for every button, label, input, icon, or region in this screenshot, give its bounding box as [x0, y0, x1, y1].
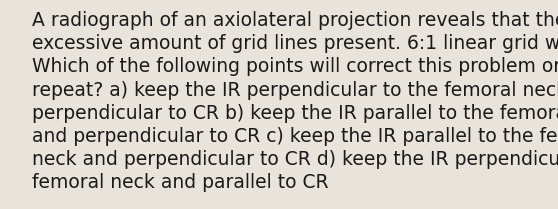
Text: repeat? a) keep the IR perpendicular to the femoral neck and: repeat? a) keep the IR perpendicular to … — [32, 81, 558, 100]
Text: excessive amount of grid lines present. 6:1 linear grid was used.: excessive amount of grid lines present. … — [32, 34, 558, 53]
Text: perpendicular to CR b) keep the IR parallel to the femoral neck: perpendicular to CR b) keep the IR paral… — [32, 104, 558, 123]
Text: femoral neck and parallel to CR: femoral neck and parallel to CR — [32, 173, 329, 192]
Text: and perpendicular to CR c) keep the IR parallel to the femoral: and perpendicular to CR c) keep the IR p… — [32, 127, 558, 146]
Text: neck and perpendicular to CR d) keep the IR perpendicular to the: neck and perpendicular to CR d) keep the… — [32, 150, 558, 169]
Text: A radiograph of an axiolateral projection reveals that there is an: A radiograph of an axiolateral projectio… — [32, 11, 558, 30]
Text: Which of the following points will correct this problem on the: Which of the following points will corre… — [32, 57, 558, 76]
